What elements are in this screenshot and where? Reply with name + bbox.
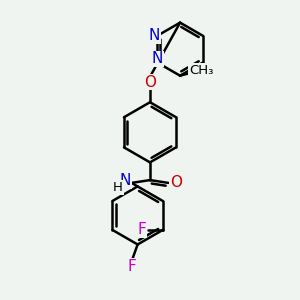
Text: F: F [128, 259, 137, 274]
Text: N: N [148, 28, 160, 44]
Text: N: N [119, 173, 131, 188]
Text: CH₃: CH₃ [189, 64, 214, 77]
Text: F: F [137, 222, 146, 237]
Text: O: O [170, 176, 182, 190]
Text: O: O [144, 75, 156, 90]
Text: H: H [113, 181, 123, 194]
Text: N: N [152, 51, 163, 66]
